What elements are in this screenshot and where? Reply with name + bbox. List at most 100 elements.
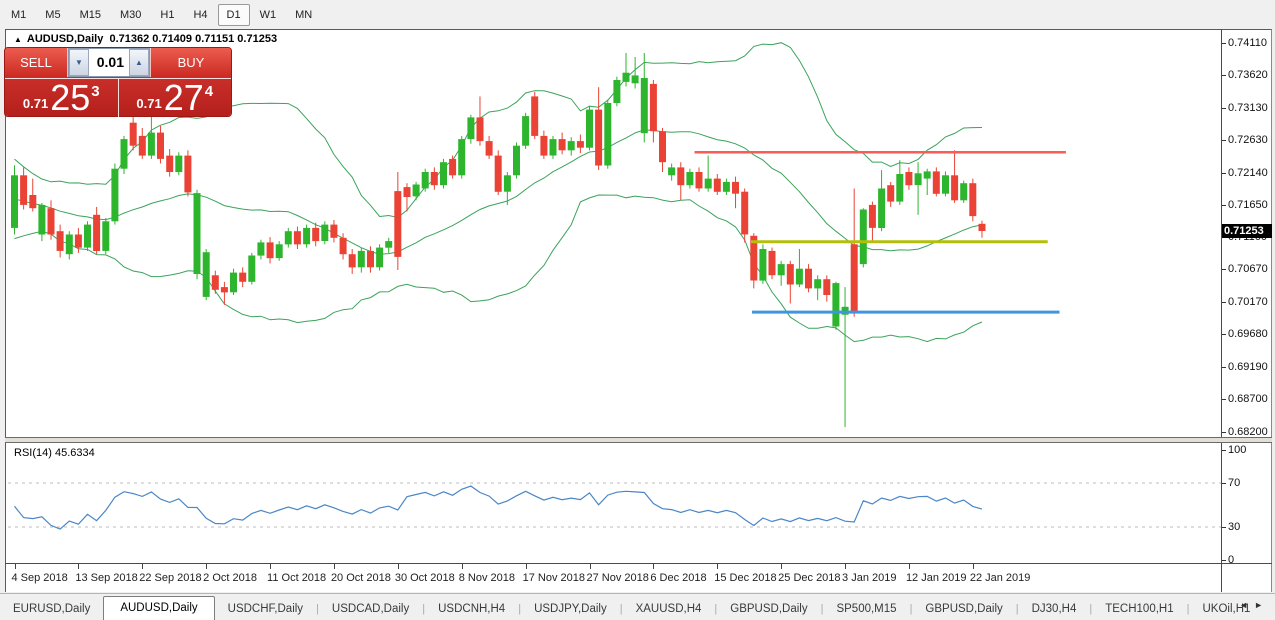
tab-dj30-h4[interactable]: DJ30,H4: [1031, 603, 1077, 615]
price-tick-label: 0.69680: [1228, 328, 1268, 341]
price-tick-label: 0.70670: [1228, 263, 1268, 276]
tab-usdchf-daily[interactable]: USDCHF,Daily: [227, 603, 304, 615]
tab-xauusd-h4[interactable]: XAUUSD,H4: [635, 603, 702, 615]
bollinger-bands: [14, 42, 983, 343]
buy-price-big: 27: [163, 77, 204, 118]
volume-down-button[interactable]: ▼: [69, 49, 89, 76]
volume-stepper: ▼ 0.01 ▲: [68, 48, 150, 77]
timeframe-button-h1[interactable]: H1: [160, 8, 175, 21]
timeframe-button-m15[interactable]: M15: [79, 8, 101, 21]
price-axis-divider: [1221, 29, 1222, 592]
sell-price-big: 25: [50, 77, 91, 118]
tab-usdcnh-h4[interactable]: USDCNH,H4: [438, 603, 506, 615]
timeframe-button-h4[interactable]: H4: [193, 8, 208, 21]
tab-separator: |: [1015, 603, 1019, 615]
tab-gbpusd-daily[interactable]: GBPUSD,Daily: [730, 603, 808, 615]
tab-usdjpy-daily[interactable]: USDJPY,Daily: [534, 603, 607, 615]
date-tick-mark: [589, 564, 591, 569]
tab-separator: |: [1186, 603, 1190, 615]
timeframe-button-mn[interactable]: MN: [295, 8, 313, 21]
candles-group: [11, 53, 986, 428]
tab-gbpusd-daily[interactable]: GBPUSD,Daily: [925, 603, 1003, 615]
timeframe-button-d1[interactable]: D1: [217, 3, 250, 26]
date-axis-label: 15 Dec 2018: [714, 572, 777, 584]
main-chart-canvas[interactable]: [8, 30, 1221, 437]
buy-price-sup: 4: [204, 82, 214, 100]
date-axis-label: 3 Jan 2019: [842, 572, 897, 584]
date-tick-mark: [14, 564, 16, 569]
rsi-level-label: 0: [1228, 554, 1235, 566]
date-axis-label: 6 Dec 2018: [650, 572, 707, 584]
tab-audusd-daily[interactable]: AUDUSD,Daily: [103, 596, 215, 620]
one-click-trade-panel: SELL ▼ 0.01 ▲ BUY 0.71 25 3 0.71 27 4: [5, 48, 232, 117]
date-tick-mark: [781, 564, 783, 569]
buy-price-prefix: 0.71: [136, 95, 162, 111]
price-tick-mark: [1222, 302, 1226, 304]
volume-up-button[interactable]: ▲: [129, 49, 149, 76]
date-axis-label: 25 Dec 2018: [778, 572, 841, 584]
symbol-tab-bar: EURUSD,Daily AUDUSD,Daily USDCHF,Daily | USD…: [0, 593, 1275, 620]
tab-usdcad-daily[interactable]: USDCAD,Daily: [331, 603, 410, 615]
price-tick-label: 0.68700: [1228, 392, 1268, 405]
date-axis-label: 12 Jan 2019: [905, 572, 967, 584]
price-tick-mark: [1222, 431, 1226, 433]
date-tick-mark: [270, 564, 272, 569]
date-tick-mark: [845, 564, 847, 569]
timeframe-button-m5[interactable]: M5: [45, 8, 61, 21]
price-tick-mark: [1222, 43, 1226, 45]
rsi-level-label: 100: [1228, 444, 1247, 456]
date-tick-mark: [908, 564, 910, 569]
tab-scroll-right-icon[interactable]: ►: [1254, 600, 1269, 610]
tab-separator: |: [714, 603, 718, 615]
tab-separator: |: [619, 603, 623, 615]
timeframe-button-m30[interactable]: M30: [119, 8, 142, 21]
tab-eurusd-daily[interactable]: EURUSD,Daily: [13, 603, 91, 615]
price-tick-label: 0.71650: [1228, 198, 1268, 211]
sell-price-tile[interactable]: 0.71 25 3: [5, 79, 119, 117]
tab-separator: |: [422, 603, 426, 615]
rsi-level-label: 30: [1228, 521, 1241, 533]
price-tick-mark: [1222, 398, 1226, 400]
price-tick-mark: [1222, 366, 1226, 368]
sell-button[interactable]: SELL: [5, 48, 68, 77]
tab-ukoil-h1[interactable]: UKOil,H1: [1202, 603, 1251, 615]
rsi-tick-mark: [1222, 483, 1226, 484]
price-tick-label: 0.73130: [1228, 101, 1268, 114]
indicator-splitter[interactable]: [5, 437, 1272, 443]
rsi-tick-mark: [1222, 560, 1226, 561]
date-tick-mark: [397, 564, 399, 569]
timeframe-button-m1[interactable]: M1: [11, 8, 27, 21]
sell-price-prefix: 0.71: [22, 95, 49, 111]
date-axis-label: 13 Sep 2018: [75, 572, 138, 584]
rsi-indicator-label: RSI(14) 45.6334: [14, 447, 95, 459]
tab-scroll-left-icon[interactable]: ◄: [1239, 600, 1255, 610]
price-tick-label: 0.72140: [1228, 166, 1268, 179]
tab-separator: |: [1089, 603, 1093, 615]
timeframe-button-w1[interactable]: W1: [259, 8, 277, 21]
tab-separator: |: [909, 603, 913, 615]
rsi-value: 45.6334: [54, 447, 95, 459]
rsi-bottom-border: [5, 563, 1272, 564]
buy-price-tile[interactable]: 0.71 27 4: [119, 79, 232, 117]
date-tick-mark: [333, 564, 335, 569]
rsi-name: RSI(14): [14, 447, 52, 459]
rsi-level-label: 70: [1228, 477, 1241, 489]
rsi-chart-canvas[interactable]: [8, 443, 1221, 563]
volume-input[interactable]: 0.01: [96, 54, 124, 70]
price-tick-mark: [1222, 269, 1226, 271]
buy-button[interactable]: BUY: [150, 48, 231, 77]
date-tick-mark: [206, 564, 208, 569]
tab-sp500-m15[interactable]: SP500,M15: [836, 603, 897, 615]
rsi-tick-mark: [1222, 527, 1226, 528]
date-tick-mark: [717, 564, 719, 569]
chart-header: ▲ AUDUSD,Daily 0.71362 0.71409 0.71151 0.…: [14, 33, 277, 45]
price-tick-mark: [1222, 75, 1226, 77]
tab-tech100-h1[interactable]: TECH100,H1: [1105, 603, 1174, 615]
date-axis-label: 11 Oct 2018: [267, 572, 327, 584]
price-tick-label: 0.72630: [1228, 134, 1268, 147]
date-axis-label: 2 Oct 2018: [203, 572, 257, 584]
price-tick-label: 0.73620: [1228, 69, 1268, 82]
date-tick-mark: [525, 564, 527, 569]
horizontal-lines-group: [694, 151, 1066, 314]
tab-separator: |: [518, 603, 522, 615]
